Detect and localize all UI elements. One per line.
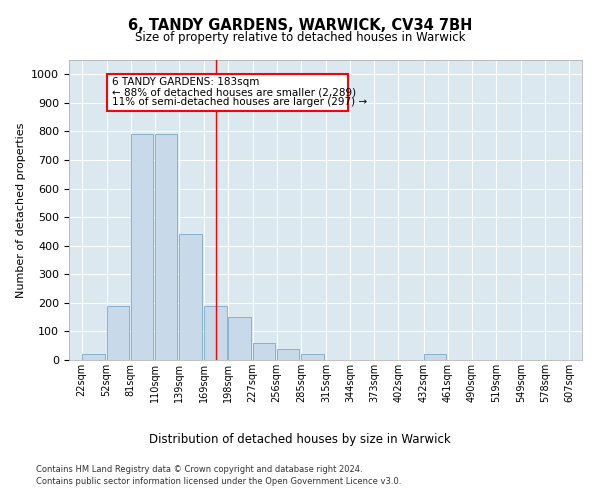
- Bar: [82, 354, 105, 360]
- Text: Contains HM Land Registry data © Crown copyright and database right 2024.: Contains HM Land Registry data © Crown c…: [36, 465, 362, 474]
- Bar: [301, 354, 324, 360]
- Bar: [277, 348, 299, 360]
- Bar: [204, 306, 227, 360]
- Text: Size of property relative to detached houses in Warwick: Size of property relative to detached ho…: [135, 31, 465, 44]
- Text: ← 88% of detached houses are smaller (2,289): ← 88% of detached houses are smaller (2,…: [112, 87, 356, 97]
- FancyBboxPatch shape: [107, 74, 349, 112]
- Text: 6, TANDY GARDENS, WARWICK, CV34 7BH: 6, TANDY GARDENS, WARWICK, CV34 7BH: [128, 18, 472, 32]
- Bar: [179, 234, 202, 360]
- Text: 11% of semi-detached houses are larger (297) →: 11% of semi-detached houses are larger (…: [112, 97, 367, 107]
- Bar: [107, 306, 129, 360]
- Text: 6 TANDY GARDENS: 183sqm: 6 TANDY GARDENS: 183sqm: [112, 77, 259, 87]
- Bar: [131, 134, 153, 360]
- Bar: [424, 354, 446, 360]
- Bar: [155, 134, 178, 360]
- Bar: [229, 317, 251, 360]
- Text: Distribution of detached houses by size in Warwick: Distribution of detached houses by size …: [149, 432, 451, 446]
- Bar: [253, 343, 275, 360]
- Text: Contains public sector information licensed under the Open Government Licence v3: Contains public sector information licen…: [36, 478, 401, 486]
- Y-axis label: Number of detached properties: Number of detached properties: [16, 122, 26, 298]
